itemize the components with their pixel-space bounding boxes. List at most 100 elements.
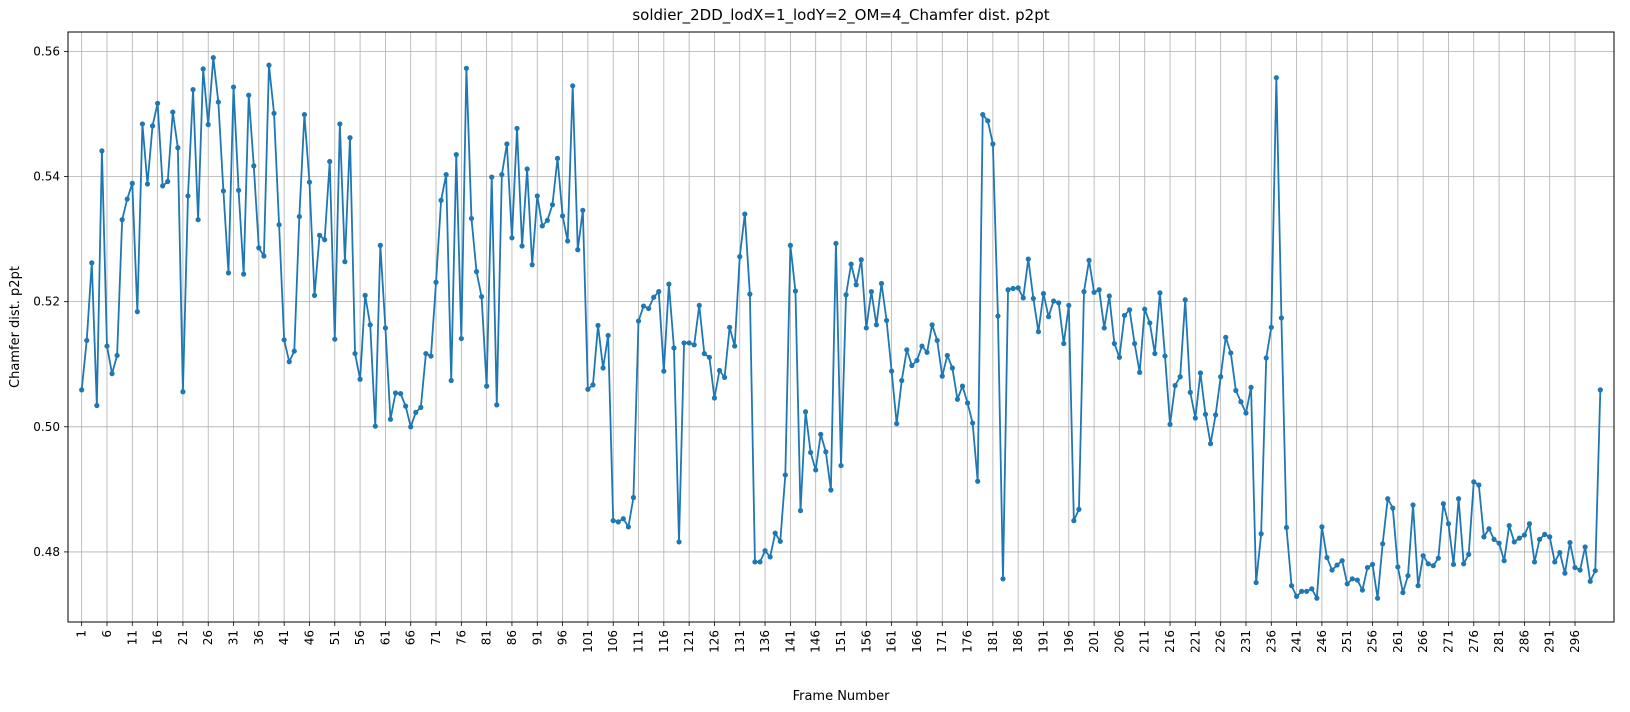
- data-point: [271, 110, 277, 116]
- data-point: [195, 217, 201, 223]
- data-point: [671, 345, 677, 351]
- data-point: [134, 309, 140, 315]
- data-point: [818, 431, 824, 437]
- data-point: [1339, 558, 1345, 564]
- data-point: [453, 152, 459, 158]
- data-point: [236, 187, 242, 193]
- data-point: [1476, 482, 1482, 488]
- data-point: [1455, 496, 1462, 502]
- data-point: [1005, 287, 1011, 293]
- x-tick-label: 286: [1517, 630, 1531, 653]
- data-point: [1329, 567, 1335, 573]
- data-point: [1526, 521, 1533, 527]
- data-point: [1466, 551, 1472, 558]
- data-point: [478, 294, 485, 300]
- data-point: [1197, 370, 1204, 376]
- x-tick-label: 251: [1340, 630, 1354, 653]
- data-point: [1045, 314, 1052, 320]
- data-point: [443, 172, 449, 178]
- x-tick-label: 241: [1290, 630, 1304, 653]
- data-point: [1395, 564, 1401, 570]
- data-point: [1481, 534, 1487, 540]
- data-point: [752, 559, 758, 565]
- x-tick-label: 101: [581, 630, 595, 653]
- data-point: [494, 402, 500, 408]
- data-point: [995, 313, 1001, 319]
- x-tick-label: 211: [1138, 630, 1152, 653]
- data-point: [813, 467, 819, 473]
- data-point: [519, 243, 525, 249]
- data-point: [281, 337, 287, 343]
- data-point: [656, 289, 662, 295]
- data-point: [149, 123, 156, 129]
- data-point: [1106, 293, 1112, 299]
- x-tick-label: 216: [1163, 630, 1177, 653]
- data-point: [873, 322, 880, 328]
- data-point: [1359, 587, 1366, 593]
- data-point: [1390, 505, 1396, 511]
- data-point: [332, 336, 338, 342]
- data-point: [549, 202, 556, 208]
- data-point: [1364, 564, 1371, 571]
- data-point: [1324, 554, 1330, 561]
- data-point: [185, 193, 191, 199]
- data-point: [251, 163, 257, 169]
- data-point: [509, 235, 515, 241]
- data-point: [1410, 502, 1416, 508]
- data-point: [808, 449, 814, 456]
- data-point: [1344, 581, 1350, 587]
- data-point: [1425, 561, 1431, 567]
- data-point: [757, 559, 763, 565]
- data-point: [468, 215, 475, 222]
- data-point: [200, 66, 206, 72]
- x-tick-label: 236: [1264, 630, 1278, 653]
- x-tick-label: 31: [227, 630, 241, 645]
- x-axis: 1 6 11 16 21 26 31 36 41 46 51 56 61 66 71 76 81 86 91 96 10…: [75, 622, 1582, 653]
- data-point: [1445, 521, 1452, 527]
- data-point: [1557, 549, 1563, 556]
- data-point: [565, 238, 571, 244]
- data-point: [463, 65, 469, 71]
- data-point: [1030, 295, 1036, 302]
- data-point: [114, 352, 120, 359]
- data-point: [347, 135, 353, 141]
- x-tick-label: 121: [682, 630, 696, 653]
- data-point: [473, 269, 480, 275]
- data-point: [524, 166, 530, 172]
- x-tick-label: 266: [1416, 630, 1430, 653]
- x-tick-label: 41: [277, 630, 291, 645]
- data-point: [1202, 411, 1209, 417]
- x-tick-label: 156: [859, 630, 873, 653]
- data-point: [590, 382, 596, 388]
- x-tick-label: 161: [885, 630, 899, 653]
- x-tick-label: 21: [176, 630, 190, 645]
- data-point: [934, 337, 940, 344]
- data-point: [1283, 524, 1290, 531]
- x-tick-label: 141: [783, 630, 797, 653]
- data-point: [889, 368, 895, 374]
- x-tick-label: 176: [961, 630, 975, 653]
- y-tick-label: 0.54: [33, 170, 60, 184]
- data-point: [919, 343, 925, 349]
- data-point: [1137, 369, 1143, 375]
- data-point: [1051, 298, 1057, 304]
- data-point: [959, 383, 966, 389]
- data-point: [1420, 553, 1426, 559]
- data-point: [843, 292, 849, 298]
- data-point: [1506, 523, 1512, 529]
- data-point: [1268, 324, 1274, 330]
- data-point: [1132, 340, 1138, 347]
- data-point: [190, 86, 196, 93]
- data-point: [155, 100, 161, 106]
- data-point: [853, 282, 859, 288]
- data-point: [291, 348, 297, 354]
- data-point: [899, 377, 905, 384]
- data-point: [1243, 410, 1249, 416]
- x-tick-label: 296: [1568, 630, 1582, 653]
- data-point: [1066, 302, 1072, 309]
- data-point: [84, 337, 90, 344]
- data-point: [322, 237, 328, 243]
- data-point: [1192, 415, 1198, 421]
- data-point: [802, 409, 809, 415]
- data-point: [828, 487, 834, 493]
